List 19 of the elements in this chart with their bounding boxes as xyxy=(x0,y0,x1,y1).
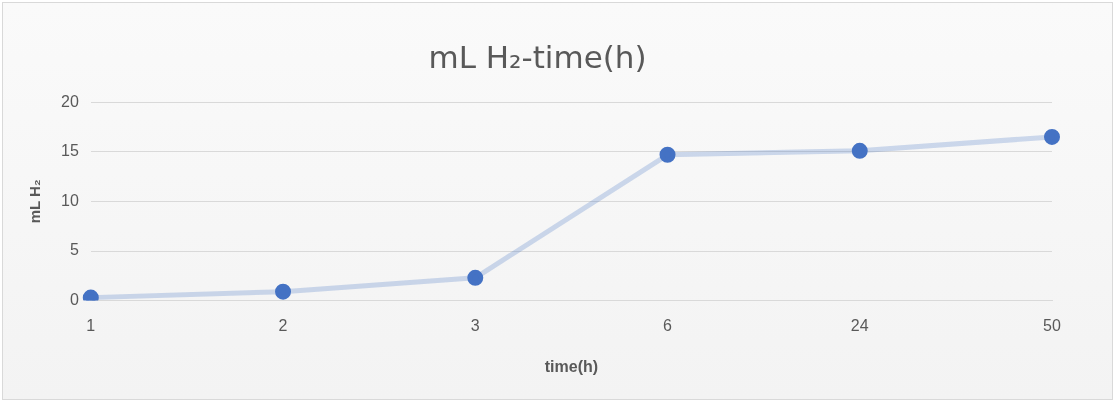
x-tick-label: 1 xyxy=(86,316,96,334)
point xyxy=(1044,128,1060,145)
x-tick-label: 6 xyxy=(663,316,673,334)
x-axis-title: time(h) xyxy=(544,357,599,375)
y-tick-label: 5 xyxy=(69,241,79,259)
point xyxy=(851,142,868,159)
y-axis-title: mL H₂ xyxy=(26,179,44,224)
x-tick-label: 2 xyxy=(278,316,288,334)
y-tick-label: 10 xyxy=(61,191,79,209)
y-tick-label: 15 xyxy=(61,142,79,160)
chart-title: mL H₂-time(h) xyxy=(428,38,647,75)
point xyxy=(275,283,292,300)
point xyxy=(659,146,676,163)
x-tick-label: 24 xyxy=(850,316,869,334)
y-tick-label: 20 xyxy=(61,92,79,110)
x-tick-label: 50 xyxy=(1043,316,1061,334)
y-tick-label: 0 xyxy=(69,291,79,309)
x-tick-label: 3 xyxy=(470,316,480,334)
point xyxy=(467,269,484,286)
